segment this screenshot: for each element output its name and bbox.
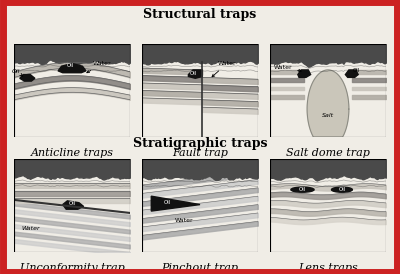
Text: Water: Water — [212, 61, 236, 77]
Polygon shape — [298, 70, 311, 77]
Text: Oil: Oil — [164, 200, 171, 205]
Ellipse shape — [291, 187, 314, 192]
Text: Water: Water — [174, 218, 193, 223]
Text: Water: Water — [21, 226, 40, 231]
Text: Stratigraphic traps: Stratigraphic traps — [133, 137, 267, 150]
Text: Oil: Oil — [190, 71, 197, 76]
Text: Lens traps: Lens traps — [298, 263, 358, 273]
Text: Oil: Oil — [12, 69, 23, 76]
Polygon shape — [20, 75, 35, 81]
Text: Water: Water — [274, 65, 301, 72]
Text: Anticline traps: Anticline traps — [30, 148, 114, 158]
Polygon shape — [63, 201, 84, 209]
Text: Water: Water — [87, 61, 112, 73]
Text: Structural traps: Structural traps — [143, 8, 257, 21]
Text: Salt: Salt — [322, 113, 334, 118]
Polygon shape — [307, 70, 349, 137]
Polygon shape — [346, 70, 358, 77]
Text: Oil: Oil — [352, 68, 360, 73]
Text: Oil: Oil — [68, 201, 76, 206]
Ellipse shape — [332, 187, 352, 192]
Text: Pinchout trap: Pinchout trap — [162, 263, 238, 273]
Text: Fault trap: Fault trap — [172, 148, 228, 158]
Text: Oil: Oil — [299, 187, 306, 192]
Polygon shape — [58, 63, 86, 73]
Text: Salt dome trap: Salt dome trap — [286, 148, 370, 158]
Polygon shape — [188, 70, 202, 78]
Polygon shape — [151, 196, 200, 211]
Text: Oil: Oil — [67, 63, 74, 68]
Text: Oil: Oil — [338, 187, 346, 192]
Text: Unconformity trap: Unconformity trap — [20, 263, 124, 273]
